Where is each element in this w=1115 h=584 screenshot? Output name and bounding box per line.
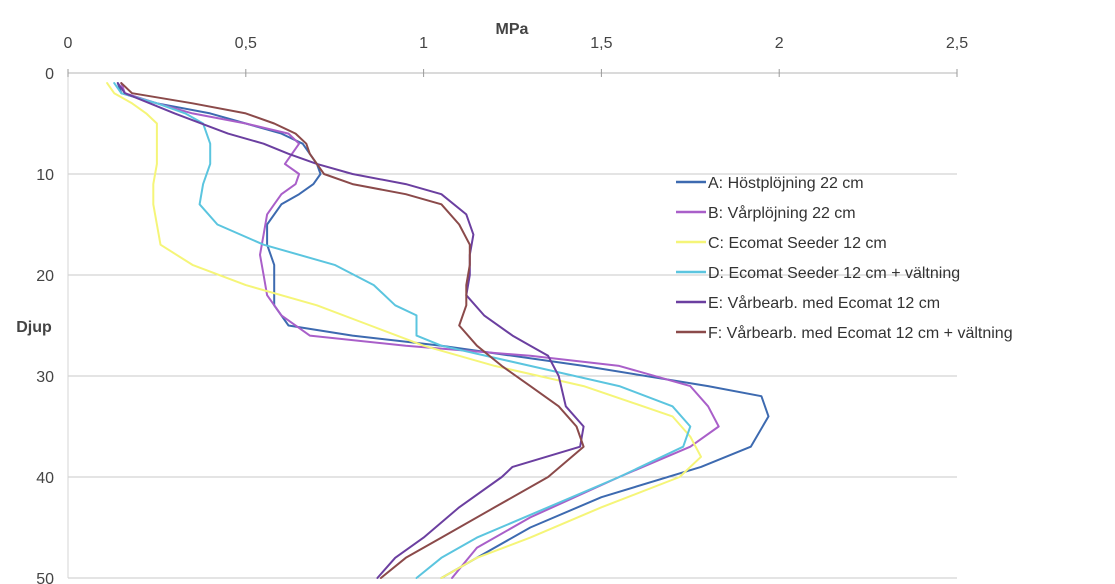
x-tick-label-3: 1,5 xyxy=(590,35,612,52)
series-line-e xyxy=(116,82,585,579)
x-tick-label-0: 0 xyxy=(64,35,73,52)
series-line-f xyxy=(120,82,585,579)
series-line-d xyxy=(113,82,692,579)
x-tick-label-5: 2,5 xyxy=(946,35,968,52)
y-axis-title: Djup xyxy=(16,319,52,336)
series-line-a xyxy=(116,82,770,579)
x-axis-title: MPa xyxy=(496,21,529,38)
series-lines xyxy=(106,82,770,579)
legend-label-c: C: Ecomat Seeder 12 cm xyxy=(708,235,887,252)
x-tick-labels: 0 0,5 1 1,5 2 2,5 xyxy=(64,35,969,52)
y-tick-label-0: 0 xyxy=(45,66,54,83)
x-tick-label-1: 0,5 xyxy=(235,35,257,52)
axes xyxy=(67,69,958,578)
legend: A: Höstplöjning 22 cm B: Vårplöjning 22 c… xyxy=(676,175,1013,342)
legend-label-e: E: Vårbearb. med Ecomat 12 cm xyxy=(708,294,940,312)
y-tick-label-50: 50 xyxy=(36,571,54,584)
x-tick-label-2: 1 xyxy=(419,35,428,52)
series-line-b xyxy=(120,82,720,579)
y-tick-label-30: 30 xyxy=(36,369,54,386)
y-tick-label-40: 40 xyxy=(36,470,54,487)
y-tick-labels: 0 10 20 30 40 50 xyxy=(36,66,54,584)
legend-label-f: F: Vårbearb. med Ecomat 12 cm + vältning xyxy=(708,324,1013,342)
y-tick-label-20: 20 xyxy=(36,268,54,285)
legend-label-b: B: Vårplöjning 22 cm xyxy=(708,204,856,222)
legend-label-d: D: Ecomat Seeder 12 cm + vältning xyxy=(708,265,960,282)
series-line-c xyxy=(106,82,702,579)
x-tick-label-4: 2 xyxy=(775,35,784,52)
legend-label-a: A: Höstplöjning 22 cm xyxy=(708,175,864,192)
y-tick-label-10: 10 xyxy=(36,167,54,184)
